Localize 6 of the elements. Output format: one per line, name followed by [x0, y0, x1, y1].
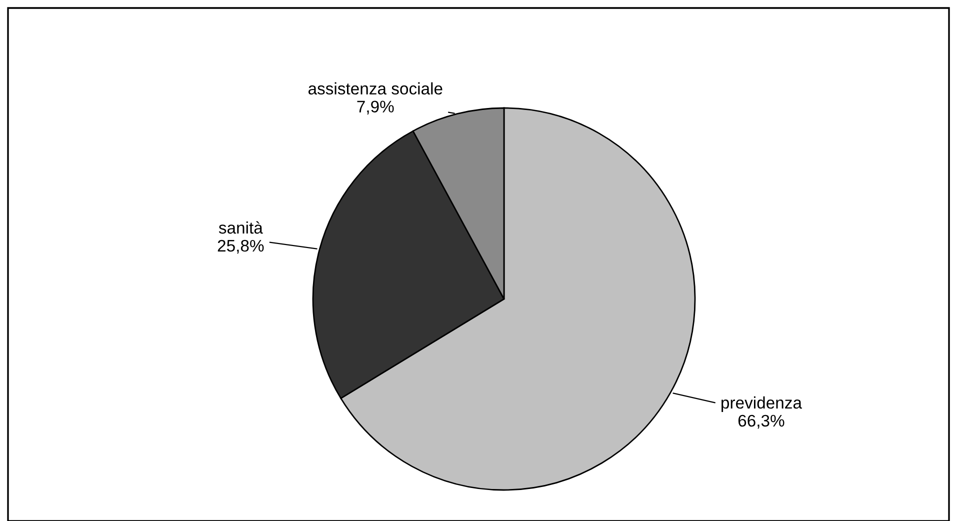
data-label: 25,8% — [218, 240, 264, 254]
slice-label: previdenza — [722, 396, 802, 412]
data-label: 66,3% — [738, 414, 784, 429]
slice-label: sanità — [218, 221, 263, 234]
data-label: 7,9% — [357, 100, 394, 114]
slice-label: assistenza sociale — [308, 82, 442, 95]
